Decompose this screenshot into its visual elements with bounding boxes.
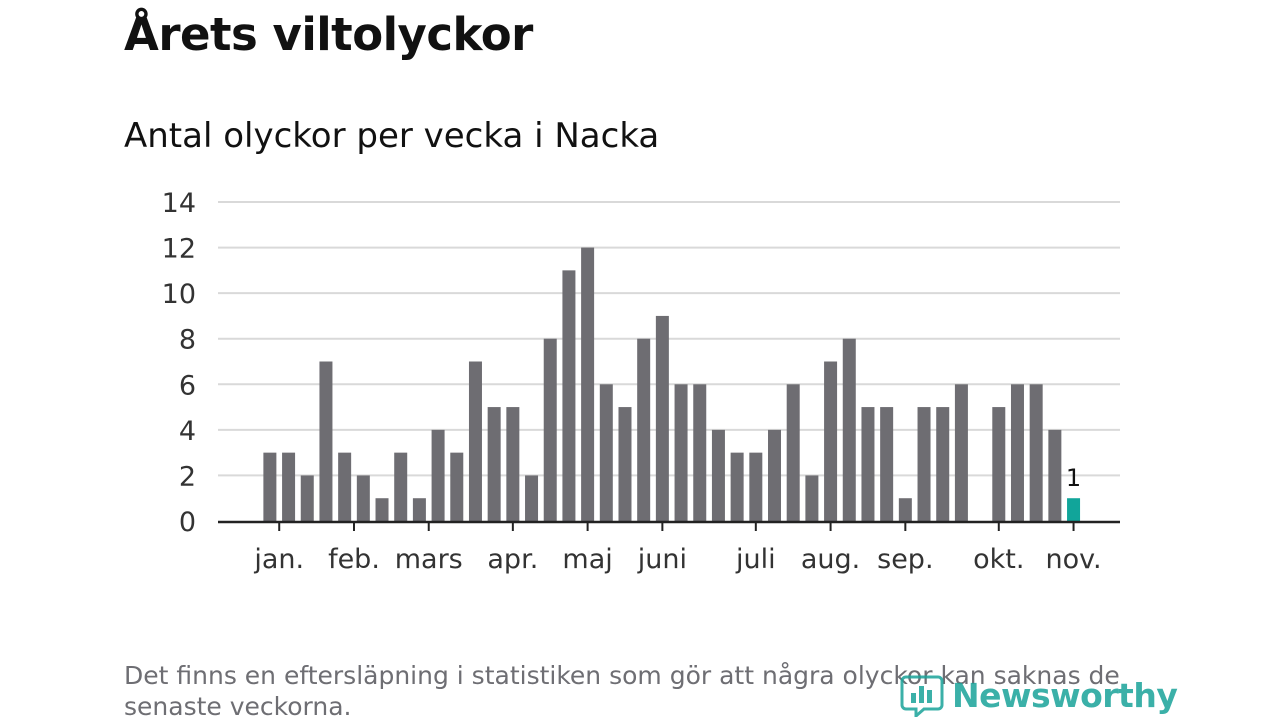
bar [768, 429, 782, 521]
chart-title: Årets viltolyckor [124, 8, 533, 61]
bar [412, 498, 426, 521]
bar [861, 407, 875, 521]
bar [319, 361, 333, 521]
newsworthy-logo-icon [900, 675, 944, 717]
bar [506, 407, 520, 521]
bar [394, 452, 408, 521]
bar [954, 384, 968, 521]
x-tick-label: jan. [253, 544, 304, 575]
bar [1010, 384, 1024, 521]
bar [263, 452, 277, 521]
bar [599, 384, 613, 521]
x-tick-label: okt. [973, 544, 1024, 575]
y-tick-label: 2 [179, 461, 196, 492]
bar [805, 475, 819, 521]
y-tick-label: 4 [179, 416, 196, 447]
bar [898, 498, 912, 521]
data-label: 1 [1066, 464, 1081, 492]
bar [842, 338, 856, 521]
x-tick-label: maj [562, 544, 612, 575]
bar [824, 361, 838, 521]
x-tick-label: juli [735, 544, 776, 575]
x-tick-label: feb. [328, 544, 380, 575]
y-tick-label: 12 [162, 234, 196, 265]
y-tick-label: 10 [162, 279, 196, 310]
y-tick-label: 0 [179, 507, 196, 538]
bar-chart: 0 2 4 6 8 10 12 14 jan. feb. mars apr. maj juni juli a… [162, 188, 1120, 575]
x-tick-label: sep. [877, 544, 933, 575]
bar [300, 475, 314, 521]
x-axis-ticks: jan. feb. mars apr. maj juni juli aug. sep. okt. n… [253, 521, 1102, 575]
brand-name: Newsworthy [952, 675, 1178, 715]
bar [693, 384, 707, 521]
bar [880, 407, 894, 521]
bar [450, 452, 464, 521]
bar [936, 407, 950, 521]
bar [375, 498, 389, 521]
bar [581, 247, 595, 522]
bar [487, 407, 501, 521]
y-tick-label: 6 [179, 370, 196, 401]
x-tick-label: apr. [487, 544, 538, 575]
bar [356, 475, 370, 521]
y-axis-ticks: 0 2 4 6 8 10 12 14 [162, 188, 196, 538]
bar [674, 384, 688, 521]
bar [917, 407, 931, 521]
bar [992, 407, 1006, 521]
bar [1048, 429, 1062, 521]
footnote: Det finns en eftersläpning i statistiken… [124, 661, 1120, 721]
x-tick-label: aug. [801, 544, 860, 575]
brand-logo: Newsworthy [900, 670, 1178, 720]
bar [562, 270, 576, 521]
y-tick-label: 14 [162, 188, 196, 219]
bar [730, 452, 744, 521]
x-tick-label: juni [637, 544, 687, 575]
bar [338, 452, 352, 521]
data-labels: 1 [1066, 464, 1081, 492]
bar [655, 315, 669, 521]
bar [431, 429, 445, 521]
bar [749, 452, 763, 521]
gridlines [218, 201, 1120, 477]
bar [786, 384, 800, 521]
bar-highlight [1067, 498, 1081, 521]
chart-subtitle: Antal olyckor per vecka i Nacka [124, 116, 660, 156]
bar [468, 361, 482, 521]
bar [543, 338, 557, 521]
bar [711, 429, 725, 521]
y-tick-label: 8 [179, 325, 196, 356]
x-tick-label: nov. [1045, 544, 1101, 575]
bar [525, 475, 539, 521]
bar [618, 407, 632, 521]
bar [1029, 384, 1043, 521]
bar [637, 338, 651, 521]
bars [263, 247, 1081, 522]
bar [282, 452, 296, 521]
x-tick-label: mars [395, 544, 463, 575]
